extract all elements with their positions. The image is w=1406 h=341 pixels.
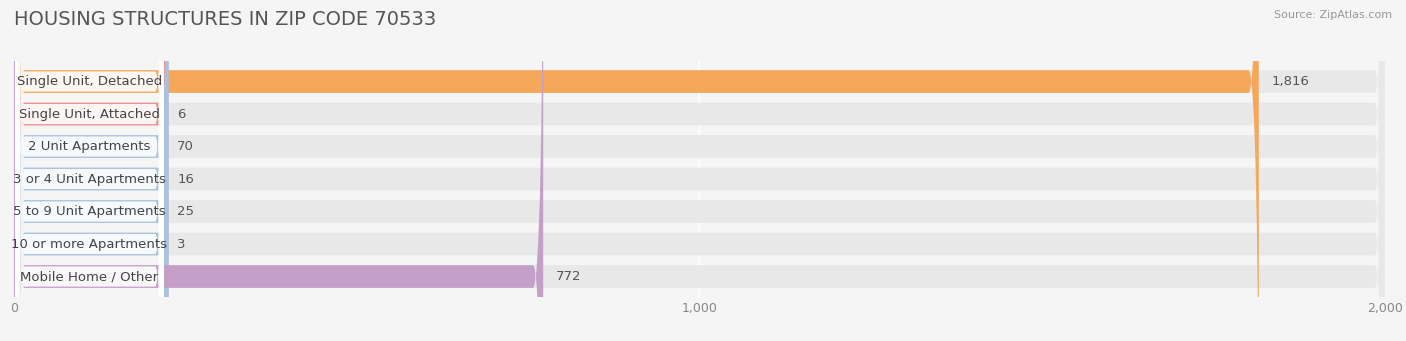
FancyBboxPatch shape xyxy=(14,0,169,341)
Text: 10 or more Apartments: 10 or more Apartments xyxy=(11,238,167,251)
Text: 772: 772 xyxy=(555,270,581,283)
FancyBboxPatch shape xyxy=(14,0,543,341)
Text: Single Unit, Detached: Single Unit, Detached xyxy=(17,75,162,88)
FancyBboxPatch shape xyxy=(14,0,1385,341)
FancyBboxPatch shape xyxy=(14,0,169,341)
Text: 16: 16 xyxy=(177,173,194,186)
Text: 3 or 4 Unit Apartments: 3 or 4 Unit Apartments xyxy=(13,173,166,186)
FancyBboxPatch shape xyxy=(15,0,163,341)
Text: 3: 3 xyxy=(177,238,186,251)
FancyBboxPatch shape xyxy=(15,0,163,341)
FancyBboxPatch shape xyxy=(15,0,163,341)
Text: HOUSING STRUCTURES IN ZIP CODE 70533: HOUSING STRUCTURES IN ZIP CODE 70533 xyxy=(14,10,436,29)
FancyBboxPatch shape xyxy=(14,0,1385,341)
Text: 5 to 9 Unit Apartments: 5 to 9 Unit Apartments xyxy=(13,205,166,218)
Text: 6: 6 xyxy=(177,107,186,120)
Text: Source: ZipAtlas.com: Source: ZipAtlas.com xyxy=(1274,10,1392,20)
FancyBboxPatch shape xyxy=(15,0,163,341)
FancyBboxPatch shape xyxy=(14,0,1385,341)
Text: Mobile Home / Other: Mobile Home / Other xyxy=(21,270,159,283)
Text: 2 Unit Apartments: 2 Unit Apartments xyxy=(28,140,150,153)
FancyBboxPatch shape xyxy=(14,0,1385,341)
Text: 1,816: 1,816 xyxy=(1271,75,1309,88)
Text: 25: 25 xyxy=(177,205,194,218)
FancyBboxPatch shape xyxy=(15,0,163,341)
FancyBboxPatch shape xyxy=(14,0,1385,341)
FancyBboxPatch shape xyxy=(15,0,163,341)
FancyBboxPatch shape xyxy=(15,0,163,341)
FancyBboxPatch shape xyxy=(14,0,1385,341)
FancyBboxPatch shape xyxy=(14,0,1258,341)
FancyBboxPatch shape xyxy=(14,0,169,341)
FancyBboxPatch shape xyxy=(14,0,1385,341)
FancyBboxPatch shape xyxy=(14,0,169,341)
Text: Single Unit, Attached: Single Unit, Attached xyxy=(18,107,160,120)
FancyBboxPatch shape xyxy=(14,0,169,341)
Text: 70: 70 xyxy=(177,140,194,153)
